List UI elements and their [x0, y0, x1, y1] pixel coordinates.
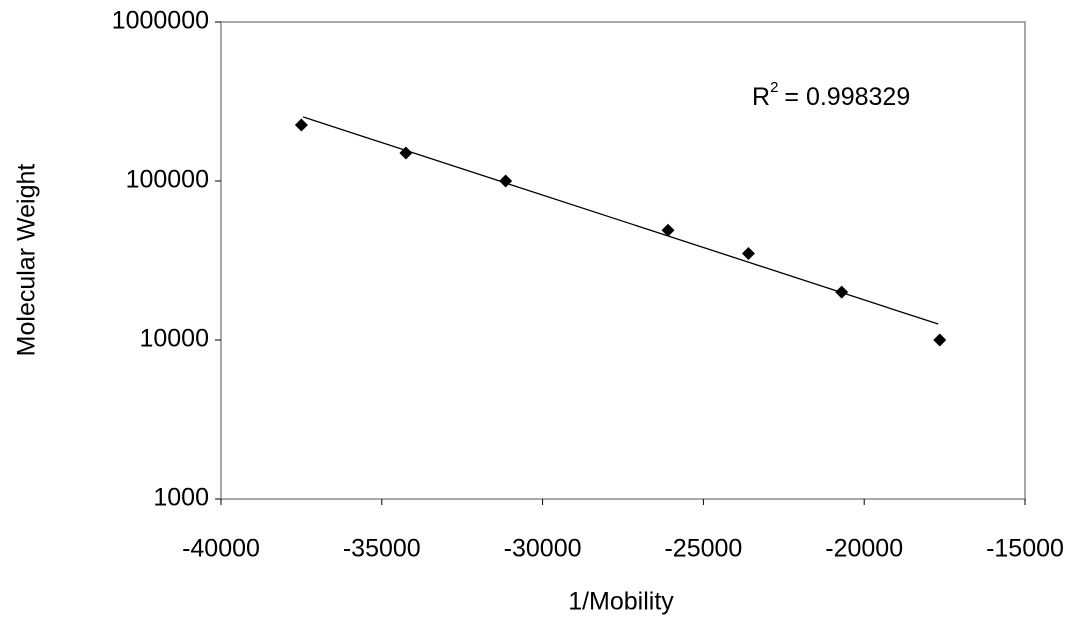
- x-tick-label: -40000: [182, 535, 260, 563]
- x-tick-label: -15000: [986, 535, 1064, 563]
- y-tick-label: 1000: [153, 484, 209, 512]
- x-axis-label: 1/Mobility: [568, 588, 674, 616]
- data-point: [661, 223, 675, 237]
- data-point: [741, 246, 755, 260]
- data-point: [835, 285, 849, 299]
- annotation-text: = 0.998329: [784, 83, 910, 111]
- annotation-base: R: [752, 83, 770, 111]
- data-point: [399, 146, 413, 160]
- data-point: [499, 174, 513, 188]
- annotation: R2 = 0.998329: [752, 79, 910, 111]
- y-tick-label: 1000000: [112, 7, 209, 35]
- x-tick-label: -35000: [343, 535, 421, 563]
- x-tick-label: -30000: [504, 535, 582, 563]
- annotation-sup: 2: [770, 79, 778, 96]
- y-tick-label: 10000: [139, 325, 209, 353]
- x-tick-label: -25000: [664, 535, 742, 563]
- y-tick-label: 100000: [126, 166, 209, 194]
- data-point: [933, 333, 947, 347]
- data-point: [294, 118, 308, 132]
- y-axis-label: Molecular Weight: [13, 164, 41, 357]
- x-tick-label: -20000: [825, 535, 903, 563]
- plot-frame: [220, 21, 1026, 500]
